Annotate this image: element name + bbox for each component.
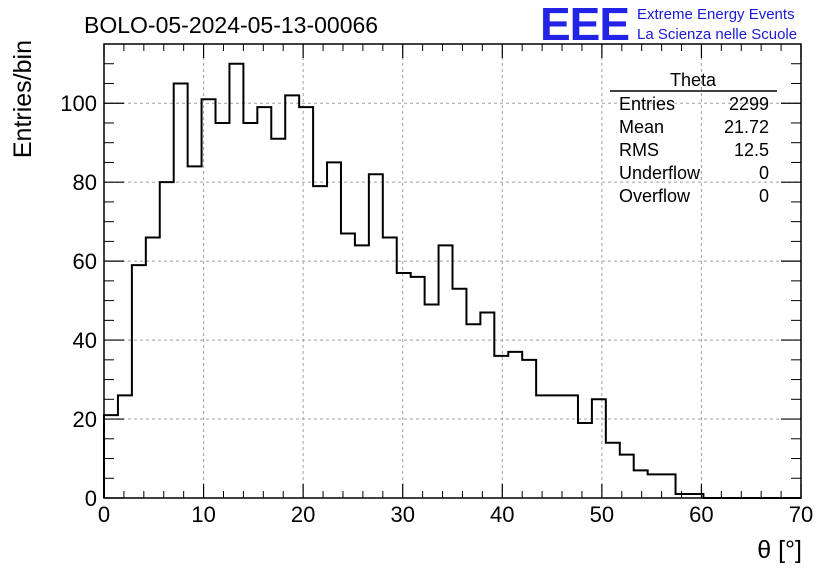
stats-title: Theta [670, 70, 717, 90]
histogram-line [103, 62, 801, 499]
tick-labels: 0 10 20 30 40 50 60 70 0 20 40 60 80 100 [60, 91, 813, 527]
y-axis-title: Entries/bin [9, 40, 37, 158]
stat-value-overflow: 0 [759, 186, 769, 206]
stat-value-entries: 2299 [729, 94, 769, 114]
y-tick-label: 20 [73, 407, 97, 432]
axis-ticks [103, 43, 802, 499]
stats-box: Theta Entries 2299 Mean 21.72 RMS 12.5 U… [610, 70, 777, 206]
y-tick-label: 60 [73, 249, 97, 274]
run-title: BOLO-05-2024-05-13-00066 [84, 12, 378, 38]
x-axis-title: θ [°] [757, 536, 802, 564]
stat-label-underflow: Underflow [619, 163, 701, 183]
x-tick-label: 10 [191, 502, 215, 527]
logo-line-2: La Scienza nelle Scuole [637, 26, 797, 43]
x-tick-label: 50 [590, 502, 614, 527]
stat-label-overflow: Overflow [619, 186, 691, 206]
logo-line-1: Extreme Energy Events [637, 6, 795, 23]
x-tick-label: 40 [490, 502, 514, 527]
grid-lines [104, 44, 801, 498]
x-tick-label: 20 [291, 502, 315, 527]
stat-value-underflow: 0 [759, 163, 769, 183]
x-tick-label: 70 [789, 502, 813, 527]
y-tick-label: 0 [85, 486, 97, 511]
y-tick-label: 80 [73, 170, 97, 195]
x-tick-label: 30 [390, 502, 414, 527]
x-tick-label: 60 [689, 502, 713, 527]
plot-frame [103, 43, 802, 499]
stat-value-rms: 12.5 [734, 140, 769, 160]
stat-label-rms: RMS [619, 140, 659, 160]
y-tick-label: 100 [60, 91, 97, 116]
stat-label-mean: Mean [619, 117, 664, 137]
stat-value-mean: 21.72 [724, 117, 769, 137]
x-tick-label: 0 [98, 502, 110, 527]
y-tick-label: 40 [73, 328, 97, 353]
eee-logo: EEE [540, 0, 629, 50]
stat-label-entries: Entries [619, 94, 675, 114]
